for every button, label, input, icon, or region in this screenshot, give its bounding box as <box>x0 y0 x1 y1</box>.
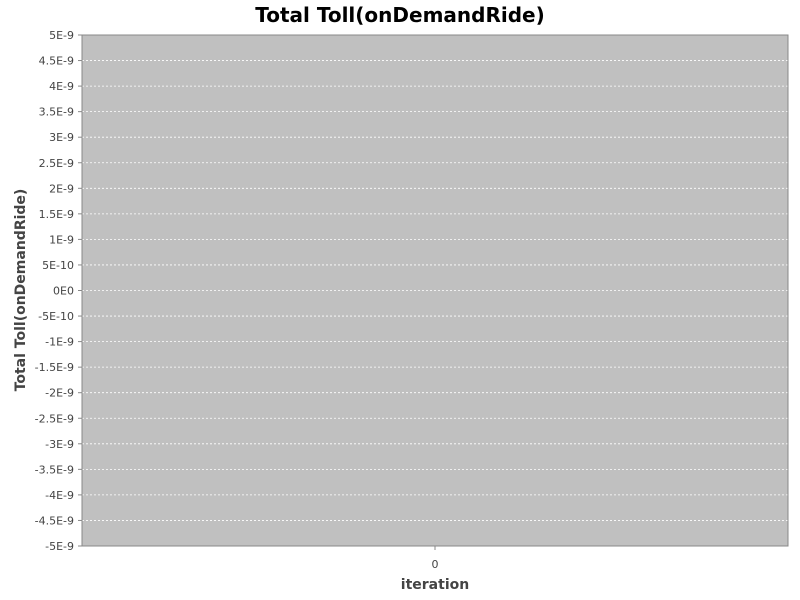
y-tick-label: -4E-9 <box>45 489 74 502</box>
y-tick-label: 4E-9 <box>49 80 74 93</box>
y-tick-label: 5E-9 <box>49 29 74 42</box>
y-axis-label: Total Toll(onDemandRide) <box>13 188 29 392</box>
x-tick-label: 0 <box>432 558 439 571</box>
y-tick-label: -3.5E-9 <box>35 463 74 476</box>
y-tick-label: 2E-9 <box>49 182 74 195</box>
y-tick-label: -1.5E-9 <box>35 361 74 374</box>
x-axis-label: iteration <box>400 577 470 593</box>
y-tick-label: 1.5E-9 <box>39 208 74 221</box>
y-tick-label: 3E-9 <box>49 131 74 144</box>
y-tick-label: -1E-9 <box>45 336 74 349</box>
y-tick-label: -5E-9 <box>45 540 74 553</box>
y-tick-label: 3.5E-9 <box>39 106 74 119</box>
y-tick-label: 5E-10 <box>42 259 74 272</box>
chart-title: Total Toll(onDemandRide) <box>255 3 545 27</box>
y-tick-label: 0E0 <box>53 285 74 298</box>
y-tick-label: -2E-9 <box>45 387 74 400</box>
y-tick-label: -4.5E-9 <box>35 514 74 527</box>
y-tick-label: -2.5E-9 <box>35 412 74 425</box>
y-tick-label: 4.5E-9 <box>39 55 74 68</box>
y-tick-label: 1E-9 <box>49 233 74 246</box>
y-tick-label: -5E-10 <box>38 310 74 323</box>
y-tick-label: -3E-9 <box>45 438 74 451</box>
y-tick-label: 2.5E-9 <box>39 157 74 170</box>
